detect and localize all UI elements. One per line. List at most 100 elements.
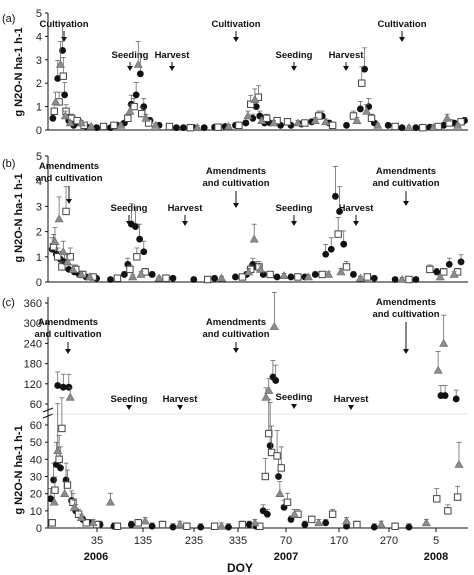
data-point-circle <box>148 522 156 530</box>
data-point-triangle <box>133 59 143 68</box>
data-point-triangle <box>442 113 452 122</box>
data-point-square <box>124 114 132 122</box>
annotation: Cultivation <box>39 19 88 30</box>
y-tick-label: 120 <box>24 379 42 391</box>
y-tick-label: 300 <box>24 318 42 330</box>
data-point-circle <box>197 523 205 531</box>
annotation-arrow-head <box>399 37 405 42</box>
y-tick-label: 2 <box>36 78 42 90</box>
data-point-square <box>138 109 146 118</box>
data-point-circle <box>412 124 420 132</box>
data-point-square <box>66 253 74 261</box>
data-point-circle <box>336 208 343 215</box>
annotation-arrow-head <box>233 203 239 208</box>
data-point-triangle <box>76 513 86 521</box>
x-tick-label: 170 <box>330 535 348 547</box>
data-point-circle <box>140 248 148 256</box>
data-point-square <box>265 429 273 438</box>
data-point-square <box>48 519 56 527</box>
data-point-square <box>59 72 67 80</box>
data-point-circle <box>169 523 177 531</box>
data-point-triangle <box>223 121 234 130</box>
data-point-circle <box>384 121 392 129</box>
annotation: Harvest <box>329 50 365 61</box>
annotation-arrow-head <box>403 201 409 206</box>
year-label: 2008 <box>424 551 448 563</box>
data-point-circle <box>311 271 319 278</box>
annotation-arrow-head <box>233 37 239 42</box>
data-point-triangle <box>54 214 64 223</box>
data-point-triangle <box>397 274 407 283</box>
data-point-circle <box>211 274 219 282</box>
annotation-arrow-head <box>291 221 297 226</box>
data-point-triangle <box>86 121 96 130</box>
data-point-triangle <box>49 497 59 506</box>
annotation-arrow-head <box>233 348 239 353</box>
panel-tag: (c) <box>2 297 15 309</box>
data-point-triangle <box>255 264 265 273</box>
year-label: 2006 <box>84 551 108 563</box>
data-point-circle <box>343 522 350 530</box>
data-point-circle <box>61 91 69 99</box>
data-point-square <box>444 507 452 515</box>
data-point-triangle <box>125 106 135 115</box>
data-point-square <box>126 265 134 274</box>
annotation-line: and cultivation <box>372 178 439 189</box>
data-point-triangle <box>68 264 78 273</box>
data-point-triangle <box>355 273 365 282</box>
year-label: 2007 <box>274 551 298 563</box>
annotation-arrow-head <box>291 66 297 71</box>
data-point-circle <box>272 377 280 384</box>
data-point-circle <box>287 516 295 523</box>
annotation-arrow-head <box>343 66 349 71</box>
data-point-square <box>294 273 302 281</box>
y-tick-label: 3 <box>36 201 42 213</box>
data-point-triangle <box>264 385 274 394</box>
data-point-triangle <box>128 272 138 281</box>
data-point-circle <box>173 124 180 132</box>
annotation-arrow-head <box>182 221 188 226</box>
data-point-square <box>433 495 441 503</box>
data-point-circle <box>249 114 257 122</box>
x-axis-label: DOY <box>227 561 253 575</box>
data-point-circle <box>54 75 62 82</box>
data-point-square <box>113 522 122 530</box>
data-point-square <box>247 100 255 108</box>
data-point-triangle <box>217 273 227 282</box>
x-tick-label: 235 <box>185 535 203 547</box>
panel-c: (c) g N2O-N ha-1 h-1 60 120 180 240 300 360 0 10 2… <box>2 292 468 535</box>
data-point-circle <box>54 382 62 389</box>
annotation-arrow-head <box>169 66 175 71</box>
data-point-circle <box>252 103 260 110</box>
data-point-square <box>214 123 222 131</box>
data-point-circle <box>107 276 114 283</box>
data-point-square <box>363 273 372 281</box>
data-point-circle <box>273 273 281 281</box>
y-tick-label: 5 <box>36 8 42 20</box>
data-point-circle <box>245 521 253 528</box>
data-point-triangle <box>136 269 146 278</box>
annotation: Seeding <box>276 50 313 61</box>
data-point-circle <box>65 383 73 391</box>
x-axis: 35 135 235 335 70 170 270 5 2006 2007 2008 DOY <box>84 528 448 575</box>
data-point-square <box>82 519 90 527</box>
data-point-circle <box>350 271 357 278</box>
annotation-arrow-head <box>126 405 132 410</box>
data-point-circle <box>132 223 139 230</box>
data-point-circle <box>259 271 267 278</box>
data-point-triangle <box>362 106 372 115</box>
data-point-square <box>273 452 281 460</box>
x-tick-label: 135 <box>134 535 152 547</box>
annotation-line: and cultivation <box>35 173 102 184</box>
data-point-square <box>62 207 70 216</box>
data-point-triangle <box>175 519 185 528</box>
data-point-circle <box>340 240 348 248</box>
data-point-square <box>165 122 174 131</box>
annotation-line: and cultivation <box>372 309 439 320</box>
data-point-circle <box>433 268 441 276</box>
data-point-triangle <box>454 459 464 468</box>
annotation: Harvest <box>155 50 191 61</box>
data-point-circle <box>136 235 144 243</box>
data-point-triangle <box>433 365 443 374</box>
data-point-square <box>391 522 399 530</box>
